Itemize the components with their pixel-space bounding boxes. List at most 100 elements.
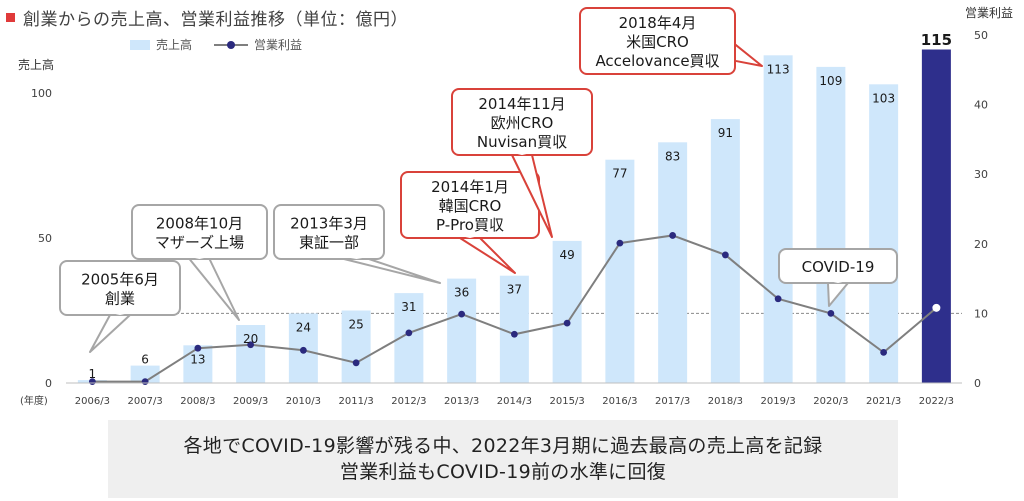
chart-title: 創業からの売上高、営業利益推移（単位：億円） — [23, 9, 408, 30]
callout-seam — [461, 236, 479, 238]
bar-value-label: 1 — [89, 367, 97, 381]
callout-text: 2014年11月 — [478, 95, 565, 113]
callout-text: 2014年1月 — [431, 178, 509, 196]
bar-value-label: 109 — [819, 74, 842, 88]
x-tick-label: 2008/3 — [180, 396, 215, 407]
x-tick-label: 2014/3 — [497, 396, 532, 407]
callout-14: COVID-19 — [778, 248, 898, 307]
callout-text: 米国CRO — [626, 33, 689, 51]
callout-tail — [343, 258, 441, 284]
callout-text: Accelovance買収 — [595, 52, 719, 70]
x-tick-label: 2015/3 — [550, 396, 585, 407]
callout-text: 2005年6月 — [81, 271, 159, 289]
bar-2007/3 — [130, 365, 160, 383]
callout-seam — [345, 257, 368, 259]
profit-point-2015/3 — [563, 319, 571, 327]
bar-2015/3 — [552, 240, 582, 383]
callout-text: 韓国CRO — [439, 197, 502, 215]
callout-tail — [459, 237, 516, 274]
bar-2009/3 — [236, 325, 266, 383]
y-tick-label-right: 0 — [974, 377, 981, 390]
callout-seam — [111, 313, 129, 315]
x-axis-unit-label: (年度) — [20, 394, 48, 407]
profit-point-2017/3 — [669, 232, 677, 239]
y-axis-title-right: 営業利益 — [965, 6, 1014, 20]
x-tick-label: 2012/3 — [391, 396, 426, 407]
callout-box — [273, 204, 385, 260]
callout-text: 欧州CRO — [491, 114, 554, 132]
x-tick-label: 2011/3 — [339, 396, 374, 407]
x-tick-label: 2009/3 — [233, 396, 268, 407]
legend: 売上高 営業利益 — [130, 36, 302, 53]
bar-2013/3 — [447, 278, 477, 383]
bar-value-label: 31 — [401, 300, 416, 314]
callout-text: 創業 — [105, 290, 135, 308]
profit-point-2010/3 — [299, 346, 307, 354]
profit-point-2008/3 — [194, 344, 202, 352]
bar-value-label: 24 — [296, 320, 311, 334]
x-tick-label: 2017/3 — [655, 396, 690, 407]
x-tick-label: 2006/3 — [75, 396, 110, 407]
x-tick-label: 2020/3 — [813, 396, 848, 407]
y-tick-label-left: 0 — [45, 377, 52, 390]
y-tick-label-right: 30 — [974, 168, 988, 181]
bar-value-label: 103 — [872, 91, 895, 105]
y-axis-title-left: 売上高 — [18, 58, 55, 72]
x-tick-label: 2018/3 — [708, 396, 743, 407]
bar-value-label: 77 — [612, 167, 627, 181]
profit-point-2012/3 — [405, 329, 413, 337]
footer-message-box: 各地でCOVID-19影響が残る中、2022年3月期に過去最高の売上高を記録 営… — [108, 420, 898, 498]
callout-tail — [89, 314, 131, 353]
y-tick-label-right: 20 — [974, 238, 988, 251]
x-tick-label: 2021/3 — [866, 396, 901, 407]
bar-2017/3 — [658, 142, 688, 383]
callout-tail — [734, 43, 763, 67]
x-tick-label: 2010/3 — [286, 396, 321, 407]
bar-value-label: 83 — [665, 149, 680, 163]
profit-point-2021/3 — [880, 348, 888, 356]
callout-text: COVID-19 — [802, 258, 875, 276]
y-tick-label-right: 10 — [974, 307, 988, 320]
legend-label-sales: 売上高 — [156, 38, 193, 52]
profit-point-2013/3 — [458, 310, 466, 318]
callout-text: P-Pro買収 — [436, 216, 504, 234]
profit-point-2011/3 — [352, 359, 360, 367]
bar-value-label: 25 — [348, 318, 363, 332]
title-row: 創業からの売上高、営業利益推移（単位：億円） — [6, 4, 408, 30]
y-tick-label-left: 100 — [31, 87, 52, 100]
bar-2020/3 — [816, 66, 846, 384]
callout-text: 2008年10月 — [156, 215, 243, 233]
callout-seam — [734, 44, 736, 61]
callout-text: Nuvisan買収 — [477, 133, 567, 151]
bar-2011/3 — [341, 310, 371, 383]
bar-value-label: 36 — [454, 286, 469, 300]
title-square-icon — [6, 12, 15, 22]
x-tick-label: 2022/3 — [919, 396, 954, 407]
bar-value-label: 13 — [190, 352, 205, 366]
bar-2022/3 — [921, 49, 951, 383]
profit-point-2018/3 — [721, 251, 729, 259]
callout-text: 2013年3月 — [290, 215, 368, 233]
x-tick-label: 2016/3 — [602, 396, 637, 407]
callout-tail — [188, 258, 240, 321]
legend-bar-swatch-icon — [130, 39, 150, 50]
bar-value-label: 91 — [718, 126, 733, 140]
callout-text: 2018年4月 — [619, 14, 697, 32]
profit-point-2007/3 — [141, 378, 149, 386]
bar-value-label: 49 — [559, 248, 574, 262]
callout-seam — [190, 257, 209, 259]
bar-value-label: 113 — [767, 62, 790, 76]
y-tick-label-right: 40 — [974, 99, 988, 112]
profit-point-2009/3 — [247, 341, 255, 349]
x-tick-label: 2007/3 — [128, 396, 163, 407]
callout-text: 東証一部 — [299, 234, 359, 252]
profit-point-2014/3 — [510, 330, 518, 338]
bar-2014/3 — [499, 275, 529, 383]
legend-label-profit: 営業利益 — [254, 38, 303, 52]
